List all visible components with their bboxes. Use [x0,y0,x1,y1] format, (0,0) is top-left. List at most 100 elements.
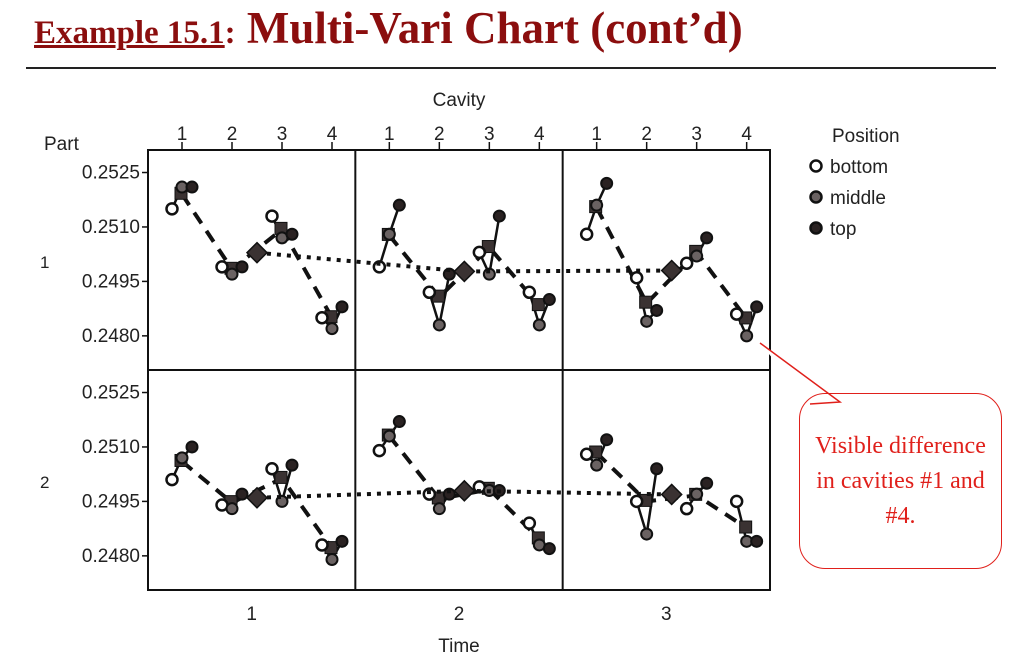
y-tick-label: 0.2525 [82,163,140,184]
point-top [185,180,199,194]
point-top [700,476,714,490]
cavity-axis-label: Cavity [433,90,486,111]
point-bottom [165,472,179,487]
point-middle [640,314,654,328]
point-middle [382,227,396,241]
point-middle [690,249,704,263]
time-mean-diamond [660,483,683,506]
point-bottom [372,443,387,458]
cavity-tick-label: 4 [741,124,752,145]
point-top [392,415,406,429]
y-tick-label: 0.2495 [82,491,140,512]
point-middle [225,502,239,516]
point-bottom [729,307,744,321]
point-bottom [679,501,694,516]
point-top [542,542,556,556]
time-mean-diamond [245,241,269,264]
point-top [235,260,249,274]
point-bottom [579,227,594,241]
point-top [185,440,199,454]
point-top [235,487,249,501]
point-bottom [729,494,744,509]
title-divider [26,67,996,69]
cavity-tick-label: 1 [177,124,188,145]
cavity-mean-marker [639,295,653,309]
cavity-mean-line [387,434,541,541]
time-tick-label: 3 [661,604,672,625]
point-bottom [422,285,437,300]
point-bottom [579,447,594,461]
point-middle [382,429,396,443]
point-top [442,487,456,501]
point-middle [690,487,704,501]
point-top [750,300,764,314]
point-top [285,227,299,241]
cavity-mean-marker [531,298,545,312]
time-mean-diamond [660,259,683,282]
legend-title: Position [832,126,900,147]
legend-label: middle [830,188,886,209]
time-tick-label: 1 [246,604,257,625]
cavity-tick-label: 4 [327,124,338,145]
point-bottom [472,245,487,260]
point-top [650,303,664,317]
part-axis-label: Part [44,134,80,155]
point-bottom [315,538,329,552]
cavity-tick-label: 3 [277,124,288,145]
slide-title-example: Example 15.1 [34,15,225,51]
cavity-tick-label: 2 [227,124,238,145]
cavity-mean-marker [274,470,288,484]
cavity-tick-label: 3 [484,124,495,145]
time-mean-diamond [453,260,476,283]
point-bottom [265,209,279,223]
time-mean-diamond [245,486,269,509]
legend-label: bottom [830,157,888,178]
slide-title-main: Multi-Vari Chart (cont’d) [235,3,743,53]
point-bottom [522,516,537,530]
point-middle [325,322,339,336]
point-top [335,300,349,314]
point-bottom [522,285,537,300]
point-middle [590,458,604,472]
slide-title-colon: : [224,15,236,51]
legend-marker-middle [809,190,823,204]
point-middle [432,502,446,516]
part-label: 1 [40,253,49,272]
callout-box: Visible difference in cavities #1 and #4… [799,393,1002,569]
slide-title: Example 15.1: Multi-Vari Chart (cont’d) [34,2,743,54]
point-top [285,458,299,472]
cavity-mean-marker [739,520,753,534]
y-tick-label: 0.2510 [82,437,140,458]
time-tick-label: 2 [454,604,465,625]
point-bottom [265,461,279,476]
point-top [335,534,349,548]
point-bottom [629,271,644,285]
y-tick-label: 0.2525 [82,383,140,404]
point-middle [532,318,546,332]
point-bottom [165,202,179,216]
part-label: 2 [40,473,49,492]
legend-marker-bottom [809,159,823,173]
cavity-tick-label: 2 [434,124,445,145]
cavity-tick-label: 1 [384,124,395,145]
point-top [600,433,614,447]
cavity-tick-label: 4 [534,124,545,145]
point-top [492,209,506,223]
callout-text: Visible difference in cavities #1 and #4… [815,432,986,529]
cavity-tick-label: 1 [591,124,602,145]
cavity-tick-label: 2 [641,124,652,145]
point-top [542,293,556,307]
point-bottom [422,487,437,501]
point-bottom [215,260,229,274]
point-top [392,198,406,212]
legend-marker-top [809,221,823,235]
point-top [600,176,614,190]
time-axis-label: Time [438,636,480,657]
cavity-tick-label: 3 [691,124,702,145]
point-middle [432,318,446,332]
y-tick-label: 0.2480 [82,326,140,347]
point-middle [225,267,239,281]
y-tick-label: 0.2480 [82,546,140,567]
point-bottom [679,256,694,271]
point-top [700,231,714,245]
